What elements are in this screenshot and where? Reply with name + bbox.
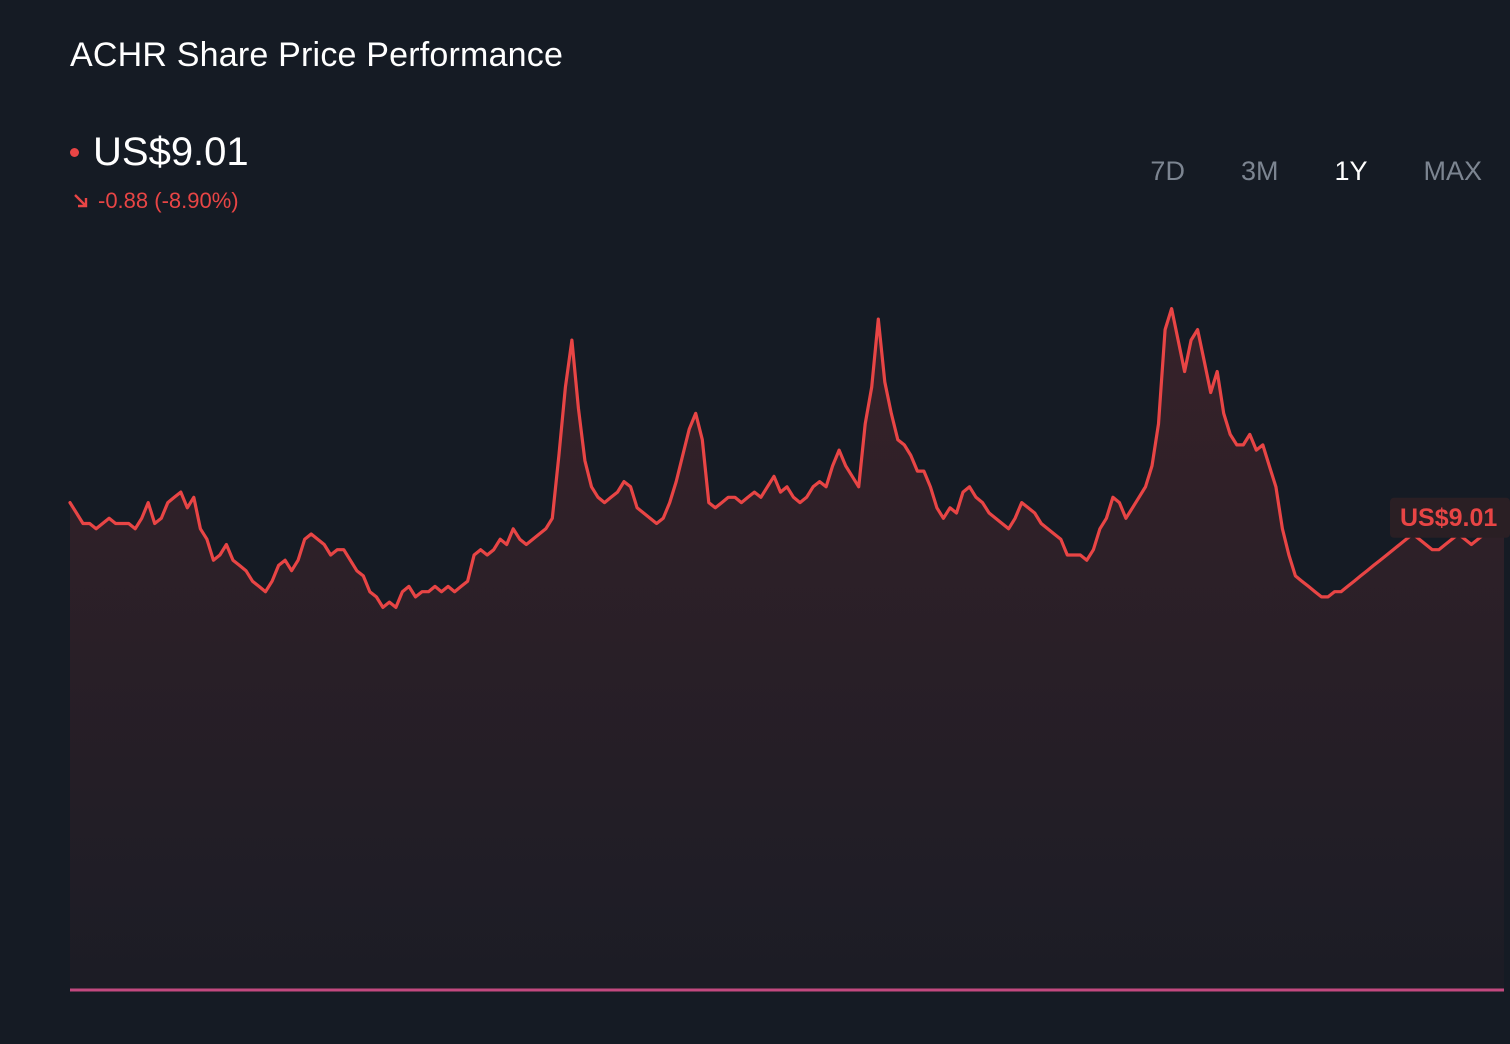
range-tabs: 7D 3M 1Y MAX xyxy=(1094,156,1482,187)
last-price-label-text: US$9.01 xyxy=(1400,504,1497,532)
price-line xyxy=(68,307,1506,609)
last-price-label: US$9.01 xyxy=(1390,497,1510,538)
tab-7d[interactable]: 7D xyxy=(1150,156,1185,186)
price-change: -0.88 (-8.90%) xyxy=(72,188,239,214)
live-dot xyxy=(70,148,79,157)
change-value: -0.88 (-8.90%) xyxy=(98,188,239,213)
price-row: US$9.01 xyxy=(70,130,249,175)
tab-1y[interactable]: 1Y xyxy=(1334,156,1368,186)
current-price: US$9.01 xyxy=(93,130,249,174)
arrow-down-right-icon xyxy=(74,194,88,208)
tab-max[interactable]: MAX xyxy=(1423,156,1482,186)
price-area xyxy=(70,308,1504,991)
page-title: ACHR Share Price Performance xyxy=(70,36,564,74)
tab-3m[interactable]: 3M xyxy=(1240,156,1279,186)
